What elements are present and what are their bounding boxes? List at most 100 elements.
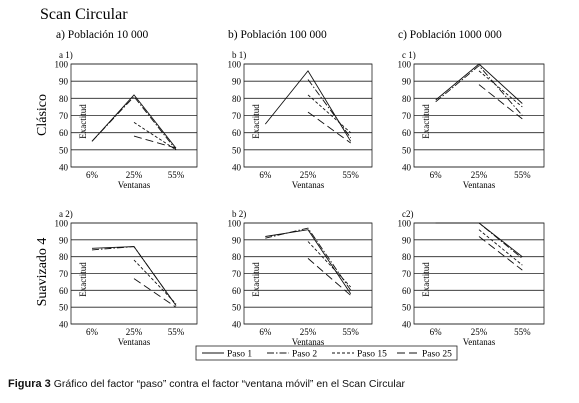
y-tick-label: 40	[59, 163, 69, 173]
series-line	[307, 94, 351, 134]
caption-text: Gráfico del factor “paso” contra el fact…	[53, 378, 406, 390]
plot-frame	[70, 63, 198, 168]
y-tick-label: 40	[232, 320, 242, 330]
x-tick-label: 6%	[86, 170, 99, 180]
y-tick-label: 100	[228, 60, 242, 70]
x-tick-label: 55%	[168, 170, 185, 180]
y-tick-label: 70	[232, 269, 242, 279]
y-axis-label: Exactitud	[78, 262, 88, 297]
figure-caption: Figura 3 Gráfico del factor “paso” contr…	[8, 378, 573, 390]
x-tick-label: 25%	[300, 170, 317, 180]
series-line	[478, 229, 523, 266]
x-tick-label: 55%	[342, 170, 359, 180]
plot-frame	[243, 222, 373, 325]
y-tick-label: 80	[402, 252, 412, 262]
y-tick-label: 70	[402, 111, 412, 121]
y-tick-label: 80	[402, 94, 412, 104]
y-tick-label: 50	[402, 303, 412, 313]
plot-frame	[243, 63, 373, 168]
y-tick-label: 100	[228, 219, 242, 229]
y-tick-label: 50	[232, 145, 242, 155]
y-tick-label: 60	[232, 128, 242, 138]
x-tick-label: 6%	[430, 170, 443, 180]
y-tick-label: 60	[59, 128, 69, 138]
y-tick-label: 80	[232, 252, 242, 262]
series-line	[91, 246, 177, 306]
y-tick-label: 70	[59, 111, 69, 121]
x-tick-label: 6%	[259, 170, 272, 180]
legend: Paso 1 Paso 2 Paso 15 Paso 25	[195, 345, 458, 361]
series-line	[478, 236, 523, 271]
x-tick-label: 25%	[126, 170, 143, 180]
column-title-a: a) Población 10 000	[56, 29, 149, 41]
series-line	[307, 111, 351, 144]
y-tick-label: 70	[59, 269, 69, 279]
y-tick-label: 90	[59, 235, 69, 245]
y-tick-label: 90	[59, 77, 69, 87]
y-tick-label: 60	[402, 128, 412, 138]
figure-title: Scan Circular	[40, 6, 128, 23]
y-tick-label: 100	[398, 60, 412, 70]
y-axis-label: Exactitud	[251, 262, 261, 297]
panel-label: c2)	[402, 209, 414, 219]
row-title-suavizado: Suavizado 4	[35, 238, 50, 307]
y-tick-label: 100	[398, 219, 412, 229]
panel-label: b 1)	[232, 50, 246, 60]
y-tick-label: 100	[55, 219, 69, 229]
x-tick-label: 55%	[168, 327, 185, 337]
x-tick-label: 6%	[430, 327, 443, 337]
x-tick-label: 55%	[514, 327, 531, 337]
series-line	[133, 122, 177, 151]
y-tick-label: 90	[402, 77, 412, 87]
x-tick-label: 55%	[342, 327, 359, 337]
x-tick-label: 55%	[514, 170, 531, 180]
panel-label: a 1)	[59, 50, 73, 60]
chart-panels: 40 50 60 70 80 90 100 a 1) Exactitud 6% 25% 55% Vent…	[55, 50, 545, 347]
series-line	[478, 84, 523, 120]
x-tick-label: 6%	[86, 327, 99, 337]
series-line	[91, 246, 177, 306]
series-line	[91, 95, 177, 151]
panel-label: a 2)	[59, 209, 73, 219]
series-line	[307, 258, 351, 296]
y-axis-label: Exactitud	[421, 104, 431, 139]
legend-label: Paso 15	[357, 350, 387, 360]
series-line	[435, 222, 523, 259]
x-tick-label: 25%	[471, 170, 488, 180]
panel-label: c 1)	[402, 50, 416, 60]
x-tick-label: 6%	[259, 327, 272, 337]
series-line	[133, 135, 177, 149]
y-axis-label: Exactitud	[421, 262, 431, 297]
legend-label: Paso 2	[292, 350, 317, 360]
y-tick-label: 90	[232, 77, 242, 87]
y-tick-label: 90	[402, 235, 412, 245]
y-tick-label: 60	[59, 286, 69, 296]
series-line	[435, 65, 523, 116]
panel-label: b 2)	[232, 209, 246, 219]
series-line	[478, 70, 523, 108]
y-tick-label: 40	[59, 320, 69, 330]
y-tick-label: 40	[402, 320, 412, 330]
y-tick-label: 90	[232, 235, 242, 245]
y-tick-label: 50	[232, 303, 242, 313]
series-line	[133, 278, 177, 308]
x-axis-label: Ventanas	[118, 337, 151, 347]
y-axis-label: Exactitud	[251, 104, 261, 139]
y-tick-label: 60	[402, 286, 412, 296]
x-axis-label: Ventanas	[463, 337, 496, 347]
y-tick-label: 80	[232, 94, 242, 104]
series-line	[133, 259, 177, 305]
y-tick-label: 50	[402, 145, 412, 155]
series-line	[307, 241, 352, 288]
legend-label: Paso 25	[422, 350, 452, 360]
legend-label: Paso 1	[227, 350, 252, 360]
series-line	[265, 227, 352, 291]
y-tick-label: 40	[232, 163, 242, 173]
x-axis-label: Ventanas	[118, 180, 151, 190]
row-title-clasico: Clásico	[35, 94, 50, 136]
legend-box	[195, 345, 458, 361]
